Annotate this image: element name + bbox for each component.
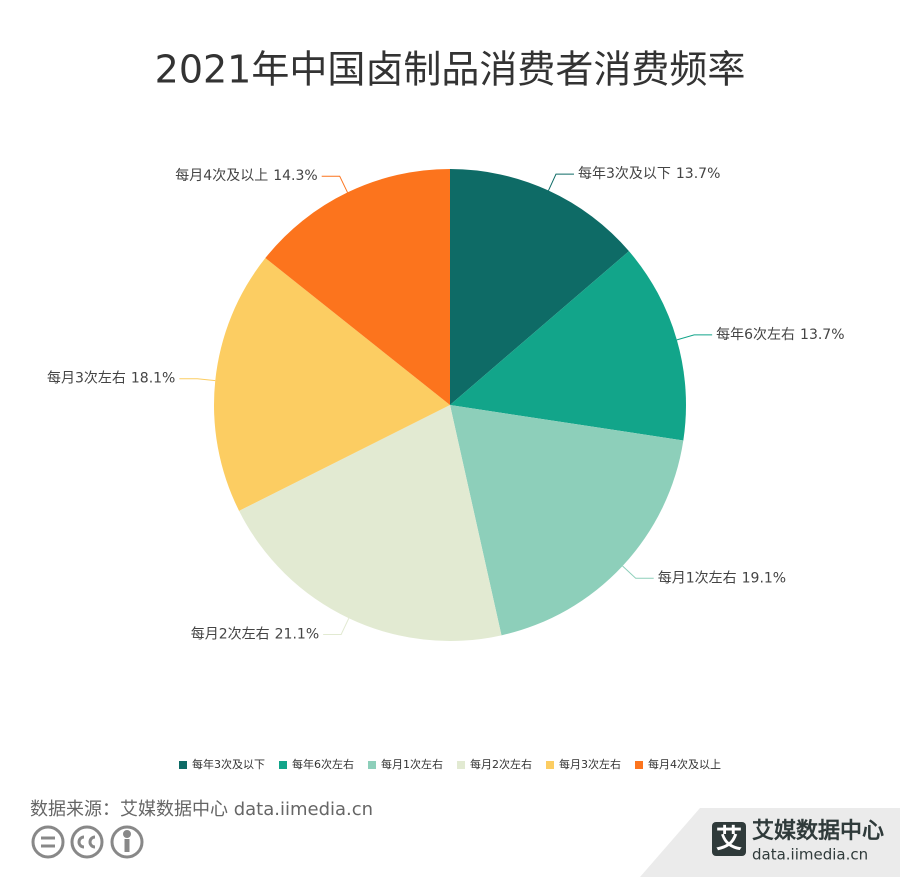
- data-label: 每月4次及以上 14.3%: [175, 168, 317, 184]
- pie-slice: [265, 169, 450, 405]
- data-label: 每月2次左右 21.1%: [191, 626, 319, 642]
- legend-swatch: [368, 761, 376, 769]
- pie-slice: [450, 169, 629, 405]
- legend-label: 每年3次及以下: [192, 757, 265, 771]
- logo-box: [712, 822, 746, 856]
- legend-label: 每月2次左右: [470, 757, 532, 771]
- pie: 每年3次及以下 13.7% 每年6次左右 13.7% 每月1次左右 19.1% 每月2次左右…: [47, 166, 845, 642]
- leader-line: [179, 378, 216, 382]
- data-label: 每年3次及以下 13.7%: [578, 166, 720, 182]
- leader-line: [548, 173, 574, 191]
- pie-slice: [450, 405, 684, 636]
- label-category: 每月3次左右: [47, 371, 126, 387]
- legend-item: 每年3次及以下: [179, 757, 265, 771]
- label-value: 13.7%: [676, 166, 720, 182]
- label-value: 14.3%: [273, 168, 317, 184]
- icon: [110, 825, 144, 859]
- license-icons: [31, 825, 144, 859]
- legend-label: 每月3次左右: [559, 757, 621, 771]
- leader-line: [676, 334, 713, 341]
- label-value: 18.1%: [131, 371, 175, 387]
- logo-mark: 艾: [716, 825, 742, 855]
- legend-item: 每月4次及以上: [635, 757, 721, 771]
- legend-item: 每月3次左右: [546, 757, 621, 771]
- legend: 每年3次及以下 每年6次左右 每月1次左右 每月2次左右 每月3次左右 每月4次及以上: [179, 757, 721, 771]
- legend-swatch: [279, 761, 287, 769]
- label-category: 每年6次左右: [716, 327, 795, 343]
- label-category: 每月2次左右: [191, 626, 270, 642]
- logo-url: data.iimedia.cn: [752, 846, 868, 864]
- legend-item: 每月1次左右: [368, 757, 443, 771]
- icon: [123, 830, 131, 838]
- leader-line: [622, 565, 654, 579]
- pie-slice: [450, 251, 687, 441]
- label-category: 每月4次及以上: [175, 168, 268, 184]
- leader-line: [321, 175, 348, 193]
- icon: [70, 825, 104, 859]
- pie-slice: [239, 405, 502, 641]
- legend-label: 每年6次左右: [292, 757, 354, 771]
- legend-swatch: [457, 761, 465, 769]
- label-value: 19.1%: [742, 570, 786, 586]
- legend-item: 每年6次左右: [279, 757, 354, 771]
- label-value: 13.7%: [800, 327, 844, 343]
- icon: [77, 835, 96, 849]
- legend-swatch: [179, 761, 187, 769]
- label-category: 每年3次及以下: [578, 166, 671, 182]
- legend-label: 每月1次左右: [381, 757, 443, 771]
- legend-swatch: [546, 761, 554, 769]
- pie-slice: [214, 258, 450, 511]
- icon: [31, 825, 65, 859]
- data-label: 每月1次左右 19.1%: [658, 570, 786, 586]
- data-label: 每月3次左右 18.1%: [47, 371, 175, 387]
- legend-item: 每月2次左右: [457, 757, 532, 771]
- chart-title: 2021年中国卤制品消费者消费频率: [155, 48, 746, 92]
- data-label: 每年6次左右 13.7%: [716, 327, 844, 343]
- logo-name: 艾媒数据中心: [752, 818, 884, 844]
- source: 数据来源：艾媒数据中心 data.iimedia.cn: [30, 799, 373, 820]
- label-category: 每月1次左右: [658, 570, 737, 586]
- label-value: 21.1%: [275, 626, 319, 642]
- leader-line: [323, 618, 350, 635]
- legend-label: 每月4次及以上: [648, 757, 721, 771]
- legend-swatch: [635, 761, 643, 769]
- footer-band: [640, 808, 900, 877]
